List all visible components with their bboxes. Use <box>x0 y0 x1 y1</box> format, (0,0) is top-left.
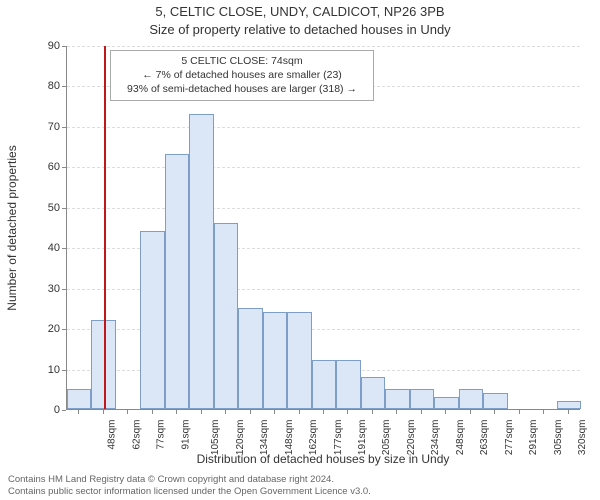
histogram-bar <box>483 393 507 409</box>
histogram-bar <box>459 389 483 409</box>
histogram-bar <box>287 312 311 409</box>
reference-line <box>104 46 106 409</box>
x-tick-label: 162sqm <box>308 420 319 456</box>
x-tick-mark <box>323 410 324 414</box>
y-tick-label: 60 <box>30 161 60 173</box>
x-axis-label: Distribution of detached houses by size … <box>66 452 580 466</box>
x-tick-label: 191sqm <box>357 420 368 456</box>
y-tick-mark <box>62 370 66 371</box>
x-tick-label: 91sqm <box>180 420 191 450</box>
y-tick-mark <box>62 248 66 249</box>
y-tick-label: 70 <box>30 121 60 133</box>
x-tick-mark <box>201 410 202 414</box>
x-tick-label: 148sqm <box>284 420 295 456</box>
footer-attribution: Contains HM Land Registry data © Crown c… <box>8 474 371 498</box>
x-tick-mark <box>78 410 79 414</box>
x-tick-label: 134sqm <box>259 420 270 456</box>
annotation-box: 5 CELTIC CLOSE: 74sqm ← 7% of detached h… <box>110 50 374 101</box>
x-tick-mark <box>127 410 128 414</box>
x-tick-label: 263sqm <box>479 420 490 456</box>
annotation-line: ← 7% of detached houses are smaller (23) <box>117 68 367 82</box>
x-tick-label: 77sqm <box>156 420 167 450</box>
x-tick-mark <box>494 410 495 414</box>
histogram-bar <box>410 389 434 409</box>
x-tick-label: 234sqm <box>431 420 442 456</box>
x-tick-mark <box>176 410 177 414</box>
histogram-bar <box>312 360 336 409</box>
footer-line: Contains HM Land Registry data © Crown c… <box>8 474 371 486</box>
histogram-bar <box>361 377 385 409</box>
y-tick-label: 20 <box>30 323 60 335</box>
y-tick-mark <box>62 208 66 209</box>
histogram-bar <box>434 397 458 409</box>
x-tick-mark <box>543 410 544 414</box>
y-tick-mark <box>62 46 66 47</box>
histogram-bar <box>165 154 189 409</box>
x-tick-label: 277sqm <box>504 420 515 456</box>
annotation-line: 5 CELTIC CLOSE: 74sqm <box>117 54 367 68</box>
x-tick-mark <box>347 410 348 414</box>
x-tick-mark <box>568 410 569 414</box>
y-tick-mark <box>62 289 66 290</box>
x-tick-mark <box>519 410 520 414</box>
histogram-bar <box>189 114 213 409</box>
chart-title-line2: Size of property relative to detached ho… <box>0 22 600 37</box>
y-tick-mark <box>62 127 66 128</box>
x-tick-label: 48sqm <box>107 420 118 450</box>
y-tick-label: 30 <box>30 283 60 295</box>
y-tick-label: 40 <box>30 242 60 254</box>
x-tick-mark <box>470 410 471 414</box>
x-tick-label: 291sqm <box>528 420 539 456</box>
y-tick-mark <box>62 86 66 87</box>
chart-title-line1: 5, CELTIC CLOSE, UNDY, CALDICOT, NP26 3P… <box>0 4 600 19</box>
plot-area <box>66 46 580 410</box>
gridline <box>67 208 580 209</box>
gridline <box>67 46 580 47</box>
x-tick-mark <box>103 410 104 414</box>
x-tick-label: 248sqm <box>455 420 466 456</box>
x-tick-mark <box>396 410 397 414</box>
gridline <box>67 167 580 168</box>
y-tick-mark <box>62 167 66 168</box>
x-tick-label: 120sqm <box>235 420 246 456</box>
x-tick-label: 320sqm <box>577 420 588 456</box>
x-tick-mark <box>445 410 446 414</box>
x-tick-label: 205sqm <box>382 420 393 456</box>
histogram-bar <box>214 223 238 409</box>
annotation-line: 93% of semi-detached houses are larger (… <box>117 82 367 96</box>
histogram-bar <box>557 401 581 409</box>
x-tick-label: 105sqm <box>210 420 221 456</box>
x-tick-mark <box>372 410 373 414</box>
x-tick-label: 220sqm <box>406 420 417 456</box>
y-tick-label: 10 <box>30 364 60 376</box>
y-tick-label: 90 <box>30 40 60 52</box>
x-tick-mark <box>299 410 300 414</box>
y-tick-mark <box>62 329 66 330</box>
y-tick-label: 0 <box>30 404 60 416</box>
y-tick-label: 50 <box>30 202 60 214</box>
x-tick-label: 305sqm <box>553 420 564 456</box>
histogram-bar <box>263 312 287 409</box>
histogram-bar <box>385 389 409 409</box>
x-tick-label: 62sqm <box>131 420 142 450</box>
histogram-bar <box>140 231 164 409</box>
y-tick-label: 80 <box>30 80 60 92</box>
histogram-bar <box>67 389 91 409</box>
histogram-bar <box>336 360 360 409</box>
x-tick-mark <box>274 410 275 414</box>
x-tick-mark <box>250 410 251 414</box>
x-tick-mark <box>152 410 153 414</box>
y-tick-mark <box>62 410 66 411</box>
x-tick-mark <box>421 410 422 414</box>
histogram-bar <box>238 308 262 409</box>
x-tick-mark <box>225 410 226 414</box>
footer-line: Contains public sector information licen… <box>8 486 371 498</box>
gridline <box>67 127 580 128</box>
chart-container: 5, CELTIC CLOSE, UNDY, CALDICOT, NP26 3P… <box>0 0 600 500</box>
x-tick-label: 177sqm <box>333 420 344 456</box>
y-axis-label: Number of detached properties <box>5 145 19 310</box>
